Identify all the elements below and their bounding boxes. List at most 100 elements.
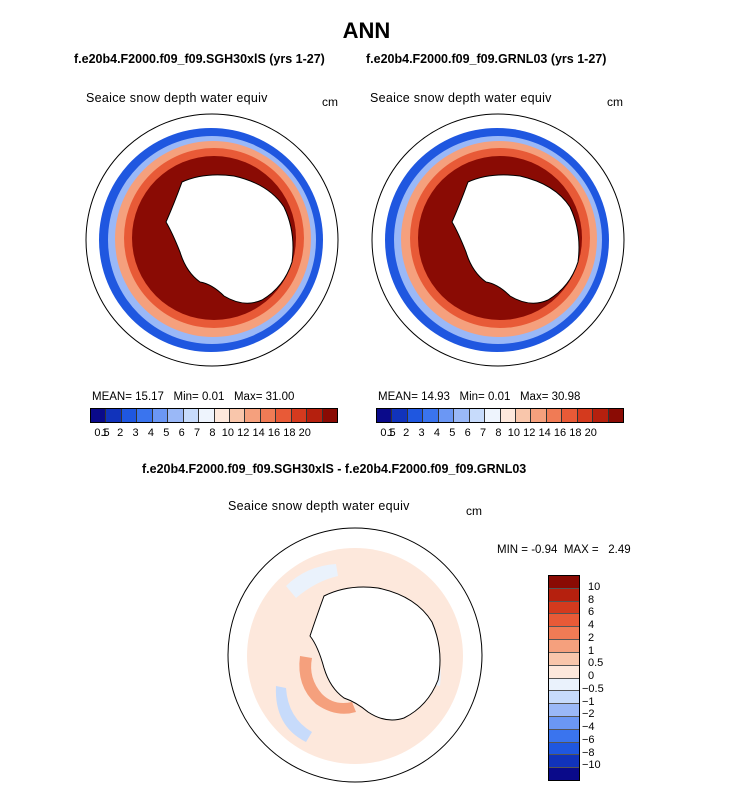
left-colorbar-tick: 16 — [267, 427, 281, 439]
right-colorbar-tick: 12 — [523, 427, 536, 439]
left-colorbar-tick: 18 — [283, 427, 296, 439]
diff-colorbar-swatch — [549, 665, 579, 679]
right-colorbar-swatch — [438, 409, 455, 422]
diff-colorbar-swatch — [549, 691, 579, 705]
left-colorbar-swatch — [91, 409, 107, 422]
left-colorbar-swatch — [183, 409, 200, 422]
left-colorbar-swatch — [137, 409, 153, 422]
right-stats: MEAN= 14.93 Min= 0.01 Max= 30.98 — [378, 391, 581, 403]
left-colorbar-swatch — [214, 409, 230, 422]
right-colorbar-tick: 3 — [418, 427, 425, 439]
left-colorbar — [90, 408, 338, 423]
left-colorbar-swatch — [199, 409, 215, 422]
left-colorbar-swatch — [307, 409, 323, 422]
right-colorbar-tick: 7 — [480, 427, 487, 439]
left-colorbar-tick: 4 — [147, 427, 154, 439]
left-colorbar-tick: 2 — [117, 427, 124, 439]
right-colorbar-swatch — [392, 409, 408, 422]
left-colorbar-swatch — [106, 409, 122, 422]
left-colorbar-tick: 6 — [178, 427, 185, 439]
left-colorbar-tick: 7 — [194, 427, 201, 439]
diff-positive-band — [299, 656, 356, 714]
diff-blue-patch-3 — [275, 686, 312, 742]
diff-colorbar-tick: 4 — [588, 619, 595, 631]
left-variable-label: Seaice snow depth water equiv — [86, 91, 268, 105]
diff-colorbar-swatch — [549, 627, 579, 641]
diff-colorbar-tick: −1 — [582, 695, 595, 708]
left-colorbar-swatch — [245, 409, 261, 422]
left-antarctica-outline — [165, 174, 294, 304]
right-antarctica-outline — [451, 174, 580, 304]
left-colorbar-swatch — [229, 409, 246, 422]
right-colorbar-swatch — [608, 409, 623, 422]
diff-colorbar-swatch — [549, 704, 579, 717]
diff-colorbar-swatch — [549, 601, 579, 615]
diff-title: f.e20b4.F2000.f09_f09.SGH30xlS - f.e20b4… — [142, 462, 527, 476]
right-colorbar-swatch — [577, 409, 594, 422]
diff-colorbar — [548, 575, 580, 781]
right-colorbar-swatch — [454, 409, 470, 422]
left-colorbar-tick: 8 — [209, 427, 216, 439]
diff-colorbar-tick: −10 — [582, 759, 601, 772]
right-colorbar-swatch — [500, 409, 516, 422]
right-colorbar-swatch — [562, 409, 578, 422]
right-colorbar-swatch — [377, 409, 393, 422]
diff-units-label: cm — [466, 504, 482, 518]
left-colorbar-swatch — [276, 409, 292, 422]
left-polar-map — [85, 113, 339, 367]
left-colorbar-tick: 14 — [252, 427, 265, 439]
diff-colorbar-swatch — [549, 768, 579, 780]
right-colorbar-tick: 0.5 — [380, 427, 396, 439]
diff-colorbar-swatch — [549, 729, 579, 743]
left-colorbar-tick: 0.5 — [94, 427, 110, 439]
left-colorbar-tick: 12 — [237, 427, 250, 439]
left-stats: MEAN= 15.17 Min= 0.01 Max= 31.00 — [92, 391, 295, 403]
right-colorbar-swatch — [593, 409, 609, 422]
diff-colorbar-swatch — [549, 755, 579, 769]
right-colorbar-swatch — [423, 409, 439, 422]
diff-colorbar-tick: −8 — [582, 746, 595, 759]
diff-colorbar-swatch — [549, 742, 579, 756]
left-colorbar-swatch — [291, 409, 308, 422]
right-colorbar-tick: 14 — [538, 427, 551, 439]
right-colorbar-swatch — [531, 409, 547, 422]
diff-colorbar-swatch — [549, 576, 579, 589]
right-colorbar-tick: 18 — [569, 427, 582, 439]
diff-colorbar-tick: −6 — [582, 733, 595, 746]
left-colorbar-tick: 20 — [298, 427, 311, 439]
diff-polar-map — [227, 527, 483, 783]
right-colorbar — [376, 408, 624, 423]
diff-colorbar-tick: 8 — [588, 593, 595, 606]
diff-colorbar-tick: 10 — [588, 580, 601, 593]
right-colorbar-tick: 1 — [387, 427, 394, 439]
left-colorbar-tick: 3 — [132, 427, 139, 439]
left-colorbar-swatch — [121, 409, 138, 422]
left-colorbar-swatch — [152, 409, 169, 422]
right-polar-map — [371, 113, 625, 367]
diff-colorbar-tick: 2 — [588, 631, 595, 644]
right-colorbar-tick: 16 — [553, 427, 567, 439]
left-colorbar-swatch — [322, 409, 337, 422]
right-colorbar-swatch — [485, 409, 501, 422]
diff-colorbar-swatch — [549, 652, 579, 666]
right-variable-label: Seaice snow depth water equiv — [370, 91, 552, 105]
right-colorbar-tick: 2 — [403, 427, 410, 439]
page-title: ANN — [342, 18, 391, 43]
diff-colorbar-swatch — [549, 614, 579, 628]
right-colorbar-swatch — [469, 409, 486, 422]
right-colorbar-tick: 6 — [464, 427, 471, 439]
diff-variable-label: Seaice snow depth water equiv — [228, 499, 410, 513]
diff-colorbar-swatch — [549, 678, 579, 692]
right-colorbar-tick: 4 — [433, 427, 440, 439]
diff-colorbar-tick: 0.5 — [588, 657, 604, 670]
diff-blue-patch-1 — [286, 564, 338, 598]
right-colorbar-swatch — [515, 409, 532, 422]
diff-colorbar-tick: −0.5 — [582, 682, 604, 695]
right-colorbar-swatch — [407, 409, 424, 422]
diff-colorbar-tick: 0 — [588, 670, 595, 682]
right-colorbar-swatch — [546, 409, 563, 422]
right-colorbar-tick: 20 — [584, 427, 597, 439]
diff-colorbar-swatch — [549, 716, 579, 730]
right-colorbar-tick: 8 — [495, 427, 502, 439]
left-panel-subtitle: f.e20b4.F2000.f09_f09.SGH30xlS (yrs 1-27… — [74, 52, 325, 66]
